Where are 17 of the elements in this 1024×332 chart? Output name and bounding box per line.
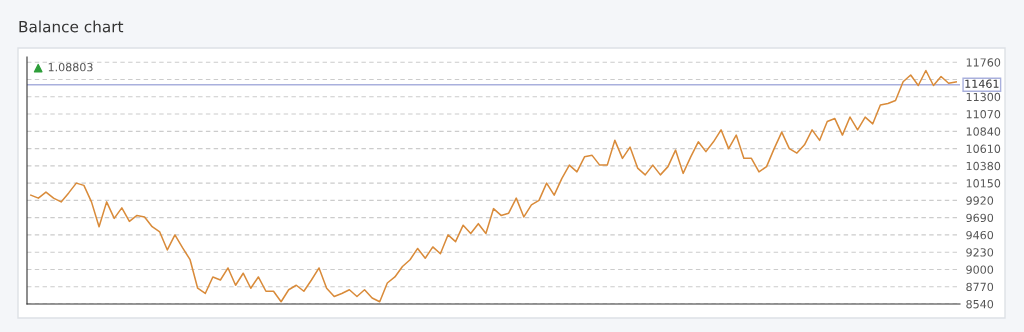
y-tick-label: 9690 bbox=[966, 213, 994, 223]
y-tick-label: 10150 bbox=[966, 179, 1001, 188]
y-tick-label: 10380 bbox=[966, 161, 1001, 171]
y-tick-label: 11760 bbox=[966, 58, 1001, 67]
y-tick-label: 9000 bbox=[966, 265, 994, 274]
chart-title: Balance chart bbox=[19, 20, 124, 33]
y-tick-label: 11070 bbox=[966, 110, 1001, 119]
y-tick-label: 8770 bbox=[966, 282, 994, 292]
y-tick-label: 9460 bbox=[966, 230, 994, 240]
y-tick-label: 9230 bbox=[966, 248, 994, 257]
y-tick-label: 11300 bbox=[966, 92, 1001, 102]
annotation: 1.08803 bbox=[48, 62, 93, 72]
y-tick-label: 9920 bbox=[966, 196, 994, 205]
y-tick-label: 8540 bbox=[966, 299, 994, 309]
ref-line-label: 11461 bbox=[965, 79, 999, 88]
y-tick-label: 10610 bbox=[966, 144, 1001, 153]
y-tick-label: 10840 bbox=[966, 127, 1001, 136]
